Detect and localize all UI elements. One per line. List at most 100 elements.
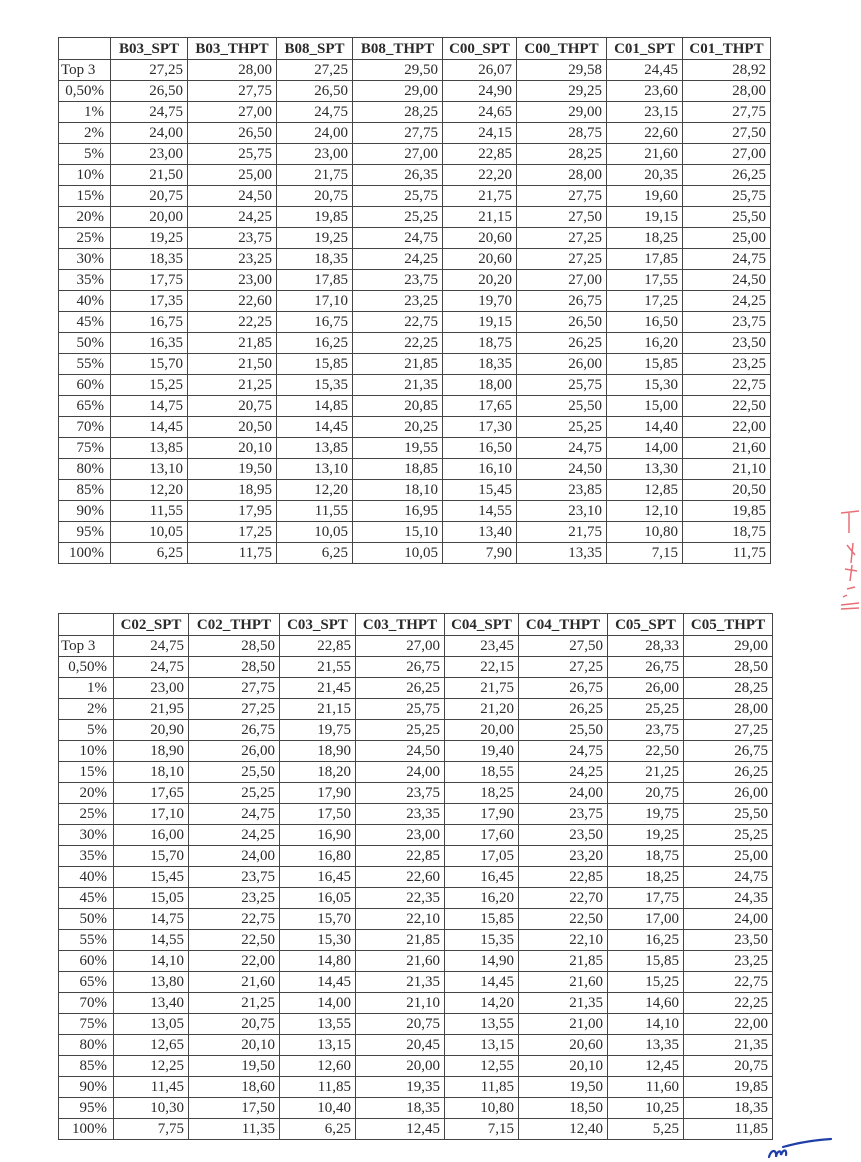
score-cell: 14,75	[113, 908, 189, 930]
score-cell: 18,90	[113, 740, 189, 762]
score-cell: 15,35	[444, 929, 519, 951]
score-cell: 23,20	[518, 845, 608, 867]
score-cell: 10,80	[444, 1097, 519, 1119]
score-cell: 18,25	[606, 227, 683, 249]
row-label-cell: 65%	[58, 395, 111, 417]
score-cell: 29,50	[352, 59, 443, 81]
score-cell: 11,75	[187, 542, 277, 564]
row-label-cell: 1%	[58, 677, 114, 699]
score-cell: 24,75	[682, 248, 771, 270]
table-row: 85% 12,20 18,95 12,20 18,10 15,45 23,85 12,85 20…	[58, 479, 771, 501]
score-cell: 27,00	[352, 143, 443, 165]
score-cell: 17,90	[279, 782, 356, 804]
score-cell: 12,40	[518, 1118, 608, 1140]
score-cell: 20,00	[444, 719, 519, 741]
score-cell: 19,60	[606, 185, 683, 207]
score-cell: 28,00	[682, 80, 771, 102]
score-cell: 15,25	[110, 374, 188, 396]
score-cell: 27,00	[187, 101, 277, 123]
score-cell: 11,85	[279, 1076, 356, 1098]
score-cell: 10,05	[276, 521, 353, 543]
score-cell: 23,50	[682, 332, 771, 354]
table-row: 20% 20,00 24,25 19,85 25,25 21,15 27,50 19,15 25…	[58, 206, 771, 228]
score-cell: 11,60	[607, 1076, 684, 1098]
score-cell: 13,40	[442, 521, 517, 543]
row-label-cell: 30%	[58, 248, 111, 270]
score-cell: 27,50	[516, 206, 607, 228]
score-cell: 17,25	[606, 290, 683, 312]
score-cell: 5,25	[607, 1118, 684, 1140]
score-cell: 24,90	[442, 80, 517, 102]
score-cell: 25,50	[188, 761, 280, 783]
score-cell: 18,25	[444, 782, 519, 804]
score-cell: 24,50	[516, 458, 607, 480]
score-cell: 23,45	[444, 635, 519, 657]
row-label-cell: 0,50%	[58, 656, 114, 678]
score-cell: 28,25	[352, 101, 443, 123]
table-row: 1% 23,00 27,75 21,45 26,25 21,75 26,75 26,00 28,…	[58, 677, 773, 699]
score-cell: 21,75	[444, 677, 519, 699]
score-cell: 20,35	[606, 164, 683, 186]
score-cell: 24,25	[518, 761, 608, 783]
score-cell: 24,25	[187, 206, 277, 228]
score-cell: 19,25	[110, 227, 188, 249]
score-cell: 24,50	[187, 185, 277, 207]
column-header: C02_SPT	[113, 613, 189, 636]
table-row: 55% 14,55 22,50 15,30 21,85 15,35 22,10 16,25 23…	[58, 929, 773, 951]
column-header: B03_THPT	[187, 37, 277, 60]
score-cell: 19,25	[276, 227, 353, 249]
score-cell: 17,95	[187, 500, 277, 522]
score-table-1: B03_SPT B03_THPT B08_SPT B08_THPT C00_SPT C00…	[58, 37, 771, 564]
score-cell: 18,35	[110, 248, 188, 270]
score-cell: 23,75	[187, 227, 277, 249]
score-cell: 18,75	[607, 845, 684, 867]
score-cell: 15,85	[276, 353, 353, 375]
score-cell: 26,25	[516, 332, 607, 354]
table-row: 40% 15,45 23,75 16,45 22,60 16,45 22,85 18,25 24…	[58, 866, 773, 888]
score-cell: 18,75	[442, 332, 517, 354]
score-cell: 20,10	[187, 437, 277, 459]
score-cell: 26,75	[518, 677, 608, 699]
table-row: 2% 21,95 27,25 21,15 25,75 21,20 26,25 25,25 28,…	[58, 698, 773, 720]
score-cell: 29,00	[683, 635, 773, 657]
score-cell: 26,00	[683, 782, 773, 804]
score-cell: 23,75	[607, 719, 684, 741]
score-cell: 15,30	[279, 929, 356, 951]
score-cell: 29,00	[516, 101, 607, 123]
score-cell: 21,10	[355, 992, 445, 1014]
table-row: Top 3 27,25 28,00 27,25 29,50 26,07 29,58 24,45…	[58, 59, 771, 81]
score-cell: 11,85	[444, 1076, 519, 1098]
score-cell: 28,25	[683, 677, 773, 699]
header-row: C02_SPT C02_THPT C03_SPT C03_THPT C04_SPT C04…	[58, 613, 773, 636]
table-row: 90% 11,45 18,60 11,85 19,35 11,85 19,50 11,60 19…	[58, 1076, 773, 1098]
column-header: C05_SPT	[607, 613, 684, 636]
score-cell: 10,30	[113, 1097, 189, 1119]
score-cell: 18,10	[352, 479, 443, 501]
score-cell: 10,05	[110, 521, 188, 543]
score-cell: 27,25	[518, 656, 608, 678]
score-cell: 11,85	[683, 1118, 773, 1140]
score-cell: 25,00	[682, 227, 771, 249]
score-cell: 16,75	[276, 311, 353, 333]
score-cell: 14,45	[444, 971, 519, 993]
score-cell: 26,25	[355, 677, 445, 699]
score-cell: 20,00	[355, 1055, 445, 1077]
score-cell: 25,25	[516, 416, 607, 438]
score-cell: 12,45	[607, 1055, 684, 1077]
score-cell: 24,00	[518, 782, 608, 804]
score-cell: 12,20	[276, 479, 353, 501]
row-label-cell: 95%	[58, 521, 111, 543]
score-cell: 18,00	[442, 374, 517, 396]
score-cell: 21,45	[279, 677, 356, 699]
score-cell: 22,25	[352, 332, 443, 354]
score-cell: 22,35	[355, 887, 445, 909]
row-label-cell: 45%	[58, 311, 111, 333]
score-cell: 13,10	[110, 458, 188, 480]
score-cell: 15,00	[606, 395, 683, 417]
table-row: 35% 17,75 23,00 17,85 23,75 20,20 27,00 17,55 24…	[58, 269, 771, 291]
score-cell: 12,45	[355, 1118, 445, 1140]
score-cell: 18,35	[683, 1097, 773, 1119]
score-cell: 22,85	[355, 845, 445, 867]
score-cell: 19,15	[442, 311, 517, 333]
score-cell: 17,50	[188, 1097, 280, 1119]
